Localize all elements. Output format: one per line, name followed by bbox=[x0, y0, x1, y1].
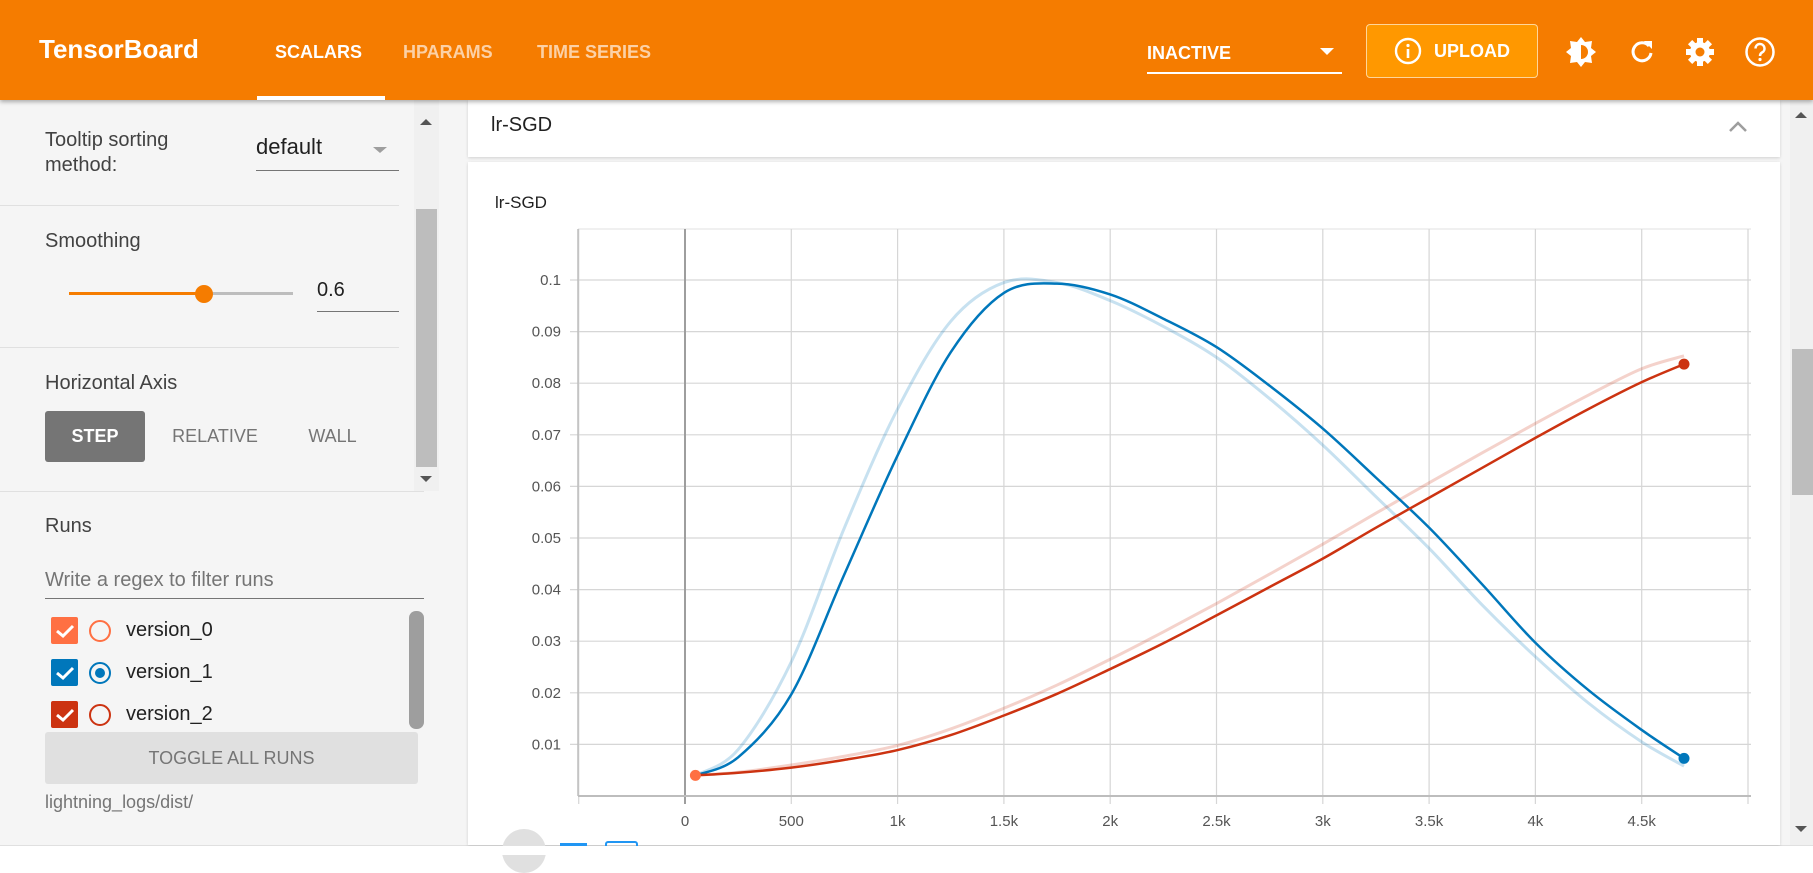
run-radio[interactable] bbox=[89, 662, 111, 684]
refresh-icon[interactable] bbox=[1626, 36, 1658, 68]
x-tick-label: 1k bbox=[890, 813, 906, 830]
runs-label: Runs bbox=[45, 515, 92, 537]
raw-line-version_2 bbox=[695, 354, 1685, 777]
y-tick-label: 0.06 bbox=[532, 478, 561, 495]
y-tick-label: 0.09 bbox=[532, 324, 561, 341]
line-chart[interactable]: 0.01 0.02 0.03 0.04 0.05 0.06 0.07 0.08 0.09 0.1 0… bbox=[0, 0, 1813, 855]
divider bbox=[0, 491, 424, 492]
x-tick-label: 4k bbox=[1527, 813, 1543, 830]
slider-fill bbox=[69, 292, 204, 295]
smoothing-slider[interactable] bbox=[69, 285, 293, 303]
y-tick-label: 0.01 bbox=[532, 736, 561, 753]
x-tick-label: 3.5k bbox=[1415, 813, 1444, 830]
smoothing-label: Smoothing bbox=[45, 230, 141, 252]
end-point-version_1 bbox=[1678, 752, 1690, 764]
smoothed-line-version_1 bbox=[694, 282, 1685, 777]
check-icon bbox=[55, 666, 74, 680]
x-tick-label: 3k bbox=[1315, 813, 1331, 830]
active-tab-indicator bbox=[257, 96, 385, 100]
scroll-up-icon[interactable] bbox=[420, 119, 432, 125]
y-tick-label: 0.08 bbox=[532, 375, 561, 392]
run-name: version_2 bbox=[126, 703, 213, 725]
category-title: lr-SGD bbox=[491, 114, 553, 136]
smoothed-line-version_2 bbox=[695, 362, 1685, 777]
select-value: default bbox=[256, 134, 323, 159]
scroll-down-icon[interactable] bbox=[420, 476, 432, 482]
chevron-up-icon[interactable] bbox=[1728, 120, 1748, 134]
end-point-version_0 bbox=[689, 769, 701, 781]
x-tick-label: 1.5k bbox=[990, 813, 1019, 830]
bottom-edge bbox=[0, 845, 1813, 846]
run-radio[interactable] bbox=[89, 620, 111, 642]
y-tick-label: 0.05 bbox=[532, 530, 561, 547]
chart-card bbox=[468, 162, 1780, 845]
select-value: INACTIVE bbox=[1147, 43, 1232, 63]
main-scrollbar[interactable] bbox=[1790, 100, 1813, 845]
x-tick-label: 0 bbox=[681, 813, 689, 830]
tooltip-sorting-select[interactable]: default bbox=[256, 134, 399, 171]
y-tick-label: 0.1 bbox=[540, 272, 561, 289]
check-icon bbox=[55, 708, 74, 722]
x-tick-label: 2.5k bbox=[1202, 813, 1231, 830]
run-checkbox[interactable] bbox=[51, 701, 78, 728]
smoothing-input[interactable]: 0.6 bbox=[317, 279, 399, 312]
run-item[interactable]: version_1 bbox=[45, 659, 395, 689]
toggle-all-runs-button[interactable]: TOGGLE ALL RUNS bbox=[45, 732, 418, 784]
axis-relative-button[interactable]: RELATIVE bbox=[172, 426, 258, 446]
horizontal-axis-label: Horizontal Axis bbox=[45, 372, 178, 394]
logdir-path: lightning_logs/dist/ bbox=[45, 792, 194, 812]
x-tick-label: 500 bbox=[779, 813, 804, 830]
run-radio[interactable] bbox=[89, 704, 111, 726]
slider-thumb[interactable] bbox=[195, 285, 213, 303]
inactive-dashboards-select[interactable]: INACTIVE bbox=[1147, 40, 1342, 74]
y-tick-label: 0.02 bbox=[532, 685, 561, 702]
smoothing-value: 0.6 bbox=[317, 279, 345, 301]
upload-label: UPLOAD bbox=[1434, 40, 1510, 61]
run-name: version_1 bbox=[126, 661, 213, 683]
chevron-down-icon bbox=[1320, 48, 1334, 55]
settings-icon[interactable] bbox=[1684, 36, 1716, 68]
run-item[interactable]: version_2 bbox=[45, 701, 395, 731]
help-icon[interactable] bbox=[1744, 36, 1776, 68]
page-bottom bbox=[440, 846, 1813, 855]
run-checkbox[interactable] bbox=[51, 659, 78, 686]
scroll-up-icon[interactable] bbox=[1795, 112, 1807, 118]
radio-dot bbox=[95, 668, 105, 678]
chart-title: lr-SGD bbox=[495, 193, 547, 212]
upload-button[interactable]: UPLOAD bbox=[1366, 24, 1538, 78]
y-tick-label: 0.07 bbox=[532, 427, 561, 444]
top-app-bar: TensorBoard SCALARS HPARAMS TIME SERIES … bbox=[0, 0, 1813, 100]
runs-scrollbar[interactable] bbox=[409, 611, 424, 729]
run-item[interactable]: version_0 bbox=[45, 617, 395, 647]
info-icon bbox=[1394, 37, 1422, 65]
tab-time-series[interactable]: TIME SERIES bbox=[537, 42, 652, 62]
raw-line-version_1 bbox=[694, 277, 1685, 777]
y-tick-label: 0.04 bbox=[532, 582, 561, 599]
tooltip-sorting-label: Tooltip sorting method: bbox=[45, 129, 169, 176]
scrollbar-thumb[interactable] bbox=[416, 209, 437, 467]
category-header[interactable]: lr-SGD bbox=[468, 100, 1780, 157]
run-checkbox[interactable] bbox=[51, 617, 78, 644]
tab-scalars[interactable]: SCALARS bbox=[275, 42, 363, 62]
settings-scrollbar[interactable] bbox=[414, 100, 439, 491]
app-title: TensorBoard bbox=[39, 34, 199, 64]
y-tick-label: 0.03 bbox=[532, 633, 561, 650]
tab-hparams[interactable]: HPARAMS bbox=[403, 42, 493, 62]
axis-step-button[interactable]: STEP bbox=[45, 411, 145, 462]
axis-wall-button[interactable]: WALL bbox=[308, 426, 357, 446]
end-point-version_2 bbox=[1678, 358, 1690, 370]
divider bbox=[0, 347, 399, 348]
divider bbox=[0, 205, 399, 206]
run-name: version_0 bbox=[126, 619, 213, 641]
chevron-down-icon bbox=[373, 147, 387, 153]
scrollbar-thumb[interactable] bbox=[1792, 349, 1813, 495]
check-icon bbox=[55, 624, 74, 638]
x-tick-label: 2k bbox=[1102, 813, 1118, 830]
scroll-down-icon[interactable] bbox=[1795, 826, 1807, 832]
x-tick-label: 4.5k bbox=[1628, 813, 1657, 830]
theme-brightness-icon[interactable] bbox=[1565, 36, 1597, 68]
runs-filter-input[interactable] bbox=[45, 562, 424, 599]
